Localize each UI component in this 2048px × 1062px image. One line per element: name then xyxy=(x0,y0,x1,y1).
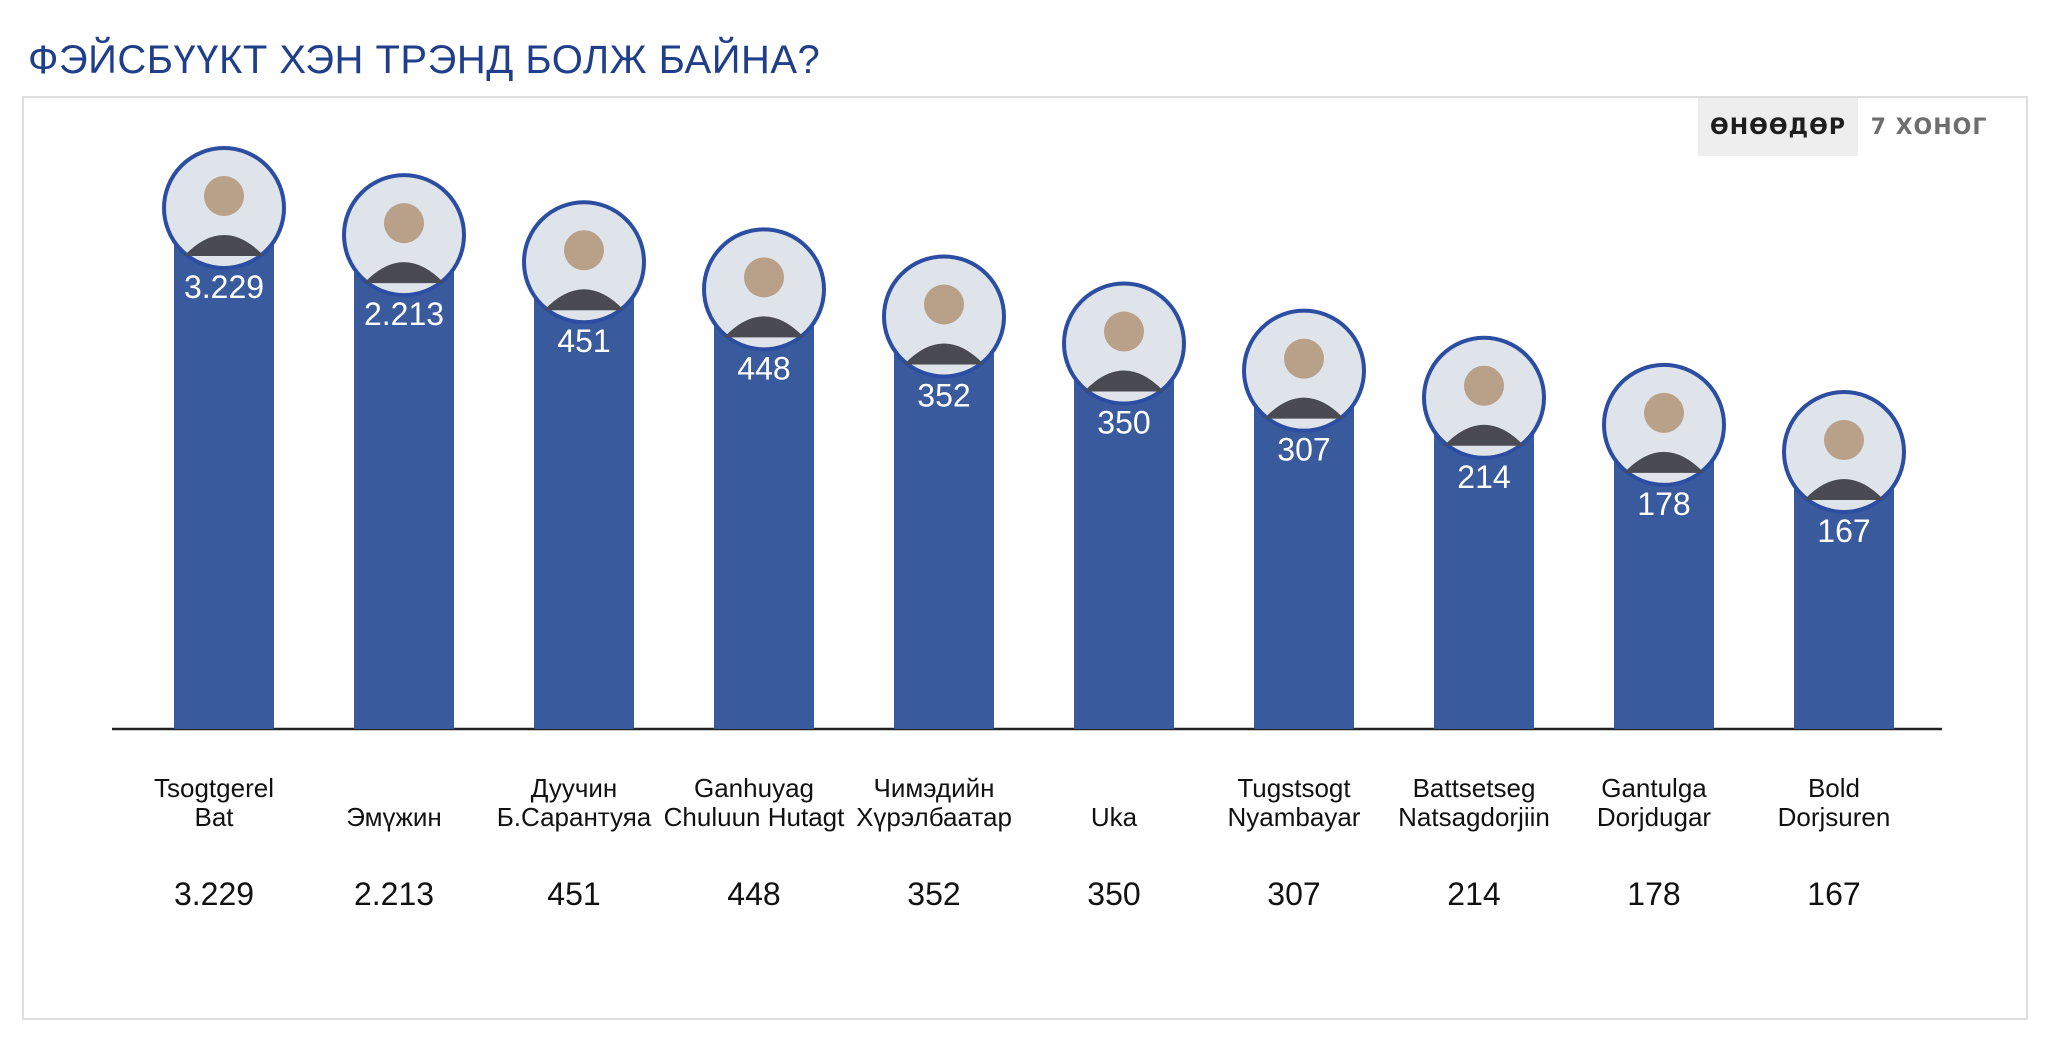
person-mosaic-icon xyxy=(702,227,826,352)
bar-value-label: 214 xyxy=(1457,459,1510,495)
person-sunglasses-icon xyxy=(1782,390,1906,514)
category-value: 167 xyxy=(1807,876,1860,912)
person-woman-icon xyxy=(1422,335,1546,460)
category-label: Tugstsogt Nyambayar xyxy=(1228,773,1361,832)
category-label: Эмүжин xyxy=(346,802,442,832)
bar-group: 178 Gantulga Dorjdugar 178 xyxy=(1597,362,1726,912)
boxing-ring-icon xyxy=(1242,308,1366,433)
category-value: 350 xyxy=(1087,876,1140,912)
bar-group: 307 Tugstsogt Nyambayar 307 xyxy=(1228,308,1366,912)
bar-group: 2.213 Эмүжин 2.213 xyxy=(342,173,466,912)
category-label: Дуучин Б.Сарантуяа xyxy=(497,773,652,832)
bar xyxy=(714,295,814,729)
tab-today[interactable]: ӨНӨӨДӨР xyxy=(1698,98,1858,156)
bar-group: 214 Battsetseg Natsagdorjiin 214 xyxy=(1398,335,1550,912)
bar-group: 451 Дуучин Б.Сарантуяа 451 xyxy=(497,200,652,912)
category-value: 178 xyxy=(1627,876,1680,912)
category-label: Uka xyxy=(1091,802,1138,832)
bar-group: 352 Чимэдийн Хүрэлбаатар 352 xyxy=(856,254,1012,912)
category-label: Ganhuyag Chuluun Hutagt xyxy=(664,773,845,832)
category-label: Tsogtgerel Bat xyxy=(154,773,274,832)
category-value: 214 xyxy=(1447,876,1500,912)
category-value: 451 xyxy=(547,876,600,912)
bar-value-label: 307 xyxy=(1277,432,1330,468)
bar-group: 448 Ganhuyag Chuluun Hutagt 448 xyxy=(664,227,845,912)
category-label: Battsetseg Natsagdorjiin xyxy=(1398,773,1550,832)
category-label: Gantulga Dorjdugar xyxy=(1597,773,1712,832)
bar-value-label: 451 xyxy=(557,323,610,359)
bar-value-label: 167 xyxy=(1817,513,1870,549)
bar-value-label: 3.229 xyxy=(184,269,264,305)
bar-group: 3.229 Tsogtgerel Bat 3.229 xyxy=(154,146,286,912)
bar xyxy=(174,214,274,729)
bar xyxy=(354,241,454,729)
person-in-suit-icon xyxy=(1602,362,1726,487)
bar-value-label: 2.213 xyxy=(364,296,444,332)
person-in-suit-icon xyxy=(162,146,286,270)
bar xyxy=(894,322,994,729)
bar-value-label: 350 xyxy=(1097,405,1150,441)
person-woman-icon xyxy=(342,173,466,298)
category-value: 2.213 xyxy=(354,876,434,912)
bar-group: 350 Uka 350 xyxy=(1062,281,1186,912)
bar-group: 167 Bold Dorjsuren 167 xyxy=(1778,390,1906,912)
category-label: Bold Dorjsuren xyxy=(1778,773,1891,832)
bar-value-label: 352 xyxy=(917,377,970,413)
bar xyxy=(1254,376,1354,729)
bar-value-label: 178 xyxy=(1637,486,1690,522)
bar xyxy=(1074,349,1174,729)
category-label: Чимэдийн Хүрэлбаатар xyxy=(856,773,1012,832)
category-value: 307 xyxy=(1267,876,1320,912)
period-tabs: ӨНӨӨДӨР 7 ХОНОГ xyxy=(1698,98,2000,156)
category-value: 448 xyxy=(727,876,780,912)
person-woman-icon xyxy=(522,200,646,325)
page-title: ФЭЙСБҮҮКТ ХЭН ТРЭНД БОЛЖ БАЙНА? xyxy=(28,38,821,82)
category-value: 3.229 xyxy=(174,876,254,912)
category-value: 352 xyxy=(907,876,960,912)
tab-7-days[interactable]: 7 ХОНОГ xyxy=(1870,114,1988,140)
bar-value-label: 448 xyxy=(737,350,790,386)
bar xyxy=(534,268,634,729)
person-in-suit-icon xyxy=(882,254,1006,379)
person-woman-icon xyxy=(1062,281,1186,406)
